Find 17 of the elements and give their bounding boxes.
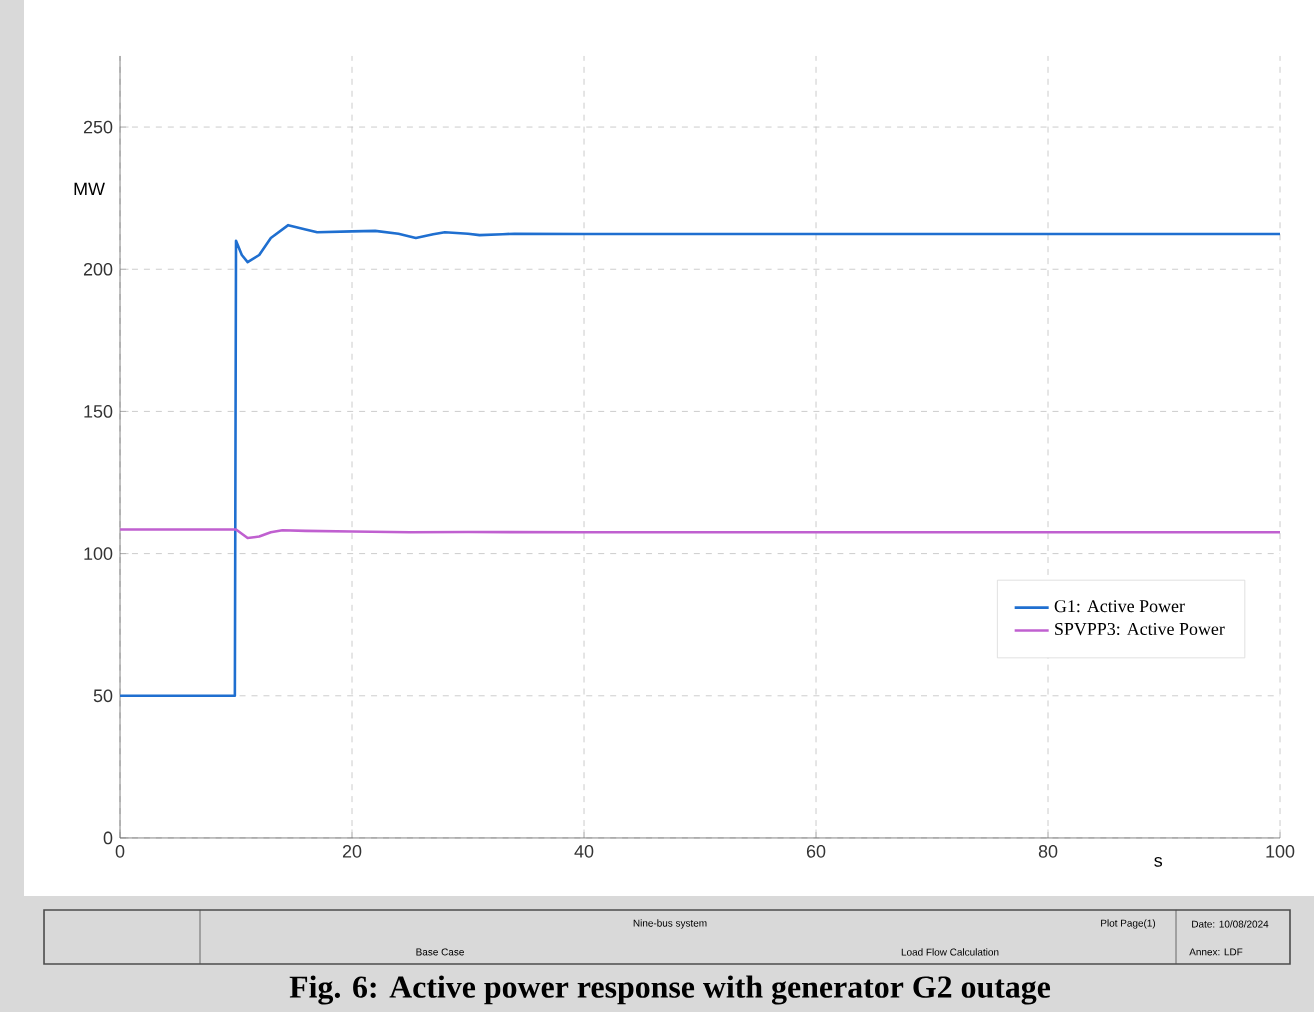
x-tick-label: 0 [115,845,125,858]
y-tick-label: 100 [84,547,113,560]
y-tick-label: 50 [93,689,113,703]
legend-label: G1: Active Power [1054,600,1185,613]
y-tick-label: 250 [83,120,113,134]
x-tick-label: 100 [1266,845,1295,858]
x-tick-label: 60 [806,845,826,858]
x-tick-label: 40 [574,845,594,858]
y-tick-label: 150 [84,405,113,418]
x-tick-label: 80 [1038,845,1058,858]
y-tick-label: 0 [103,831,113,845]
x-tick-label: 20 [342,845,362,858]
legend-label: SPVPP3: Active Power [1055,622,1225,636]
x-axis-title: s [1154,857,1163,867]
y-tick-label: 200 [83,262,113,276]
y-axis-title: MW [74,182,105,196]
text: Fig. 6: Active power response with generator G2 outage [289,975,1051,1005]
